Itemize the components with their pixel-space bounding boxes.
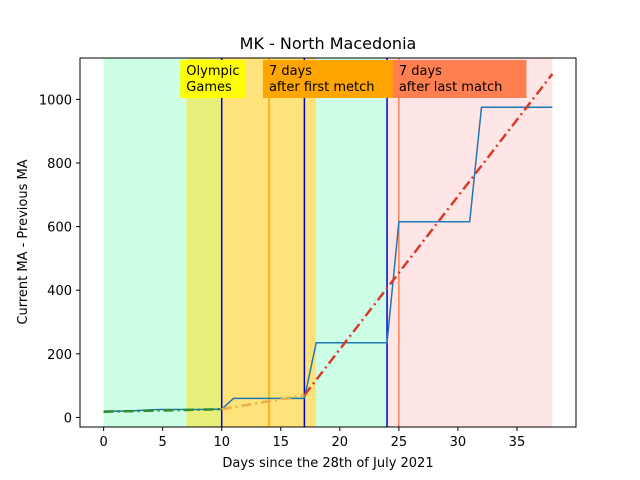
y-tick-label: 0 xyxy=(64,411,72,426)
background-bands xyxy=(103,58,553,427)
annotation-text: 7 days xyxy=(269,64,312,79)
x-tick-label: 0 xyxy=(99,435,107,450)
background-band xyxy=(186,58,222,427)
x-tick-label: 25 xyxy=(391,435,408,450)
x-tick-label: 10 xyxy=(213,435,230,450)
plot-frame xyxy=(79,57,577,428)
series-lines xyxy=(103,73,554,413)
y-tick-label: 400 xyxy=(47,284,72,299)
x-tick-label: 30 xyxy=(450,435,467,450)
y-axis-ticks: 0 200 400 600 800 1000 xyxy=(39,93,80,426)
trend-line xyxy=(221,393,305,411)
annotation-box xyxy=(262,60,405,98)
background-band xyxy=(387,58,553,427)
annotation-box xyxy=(392,60,527,98)
annotation-text: after first metch xyxy=(269,80,375,95)
y-tick-label: 1000 xyxy=(39,93,72,108)
annotation-text: Olympic xyxy=(186,64,239,79)
trend-line xyxy=(303,73,554,396)
x-axis-label: Days since the 28th of July 2021 xyxy=(222,456,433,471)
x-axis-ticks: 0 5 10 15 20 25 30 35 xyxy=(99,427,525,450)
annotation-box xyxy=(180,60,246,98)
chart-title: MK - North Macedonia xyxy=(240,34,417,53)
annotation-text: after last match xyxy=(399,80,503,95)
y-tick-label: 800 xyxy=(47,157,72,172)
x-tick-label: 35 xyxy=(509,435,526,450)
event-lines xyxy=(220,58,400,427)
background-band xyxy=(316,58,388,427)
x-tick-label: 5 xyxy=(159,435,167,450)
annotation-text: 7 days xyxy=(399,64,442,79)
y-axis-label: Current MA - Previous MA xyxy=(16,159,31,324)
x-tick-label: 20 xyxy=(332,435,349,450)
y-tick-label: 200 xyxy=(47,348,72,363)
background-band xyxy=(103,58,187,427)
y-tick-label: 600 xyxy=(47,221,72,236)
x-tick-label: 15 xyxy=(272,435,289,450)
annotation-text: Games xyxy=(186,80,232,95)
